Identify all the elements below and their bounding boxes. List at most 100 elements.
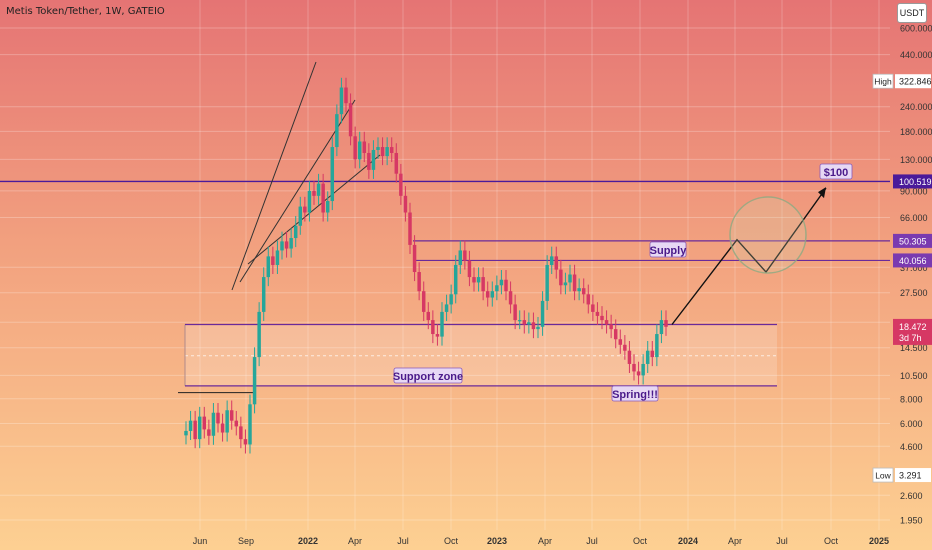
annotation-text: Supply bbox=[650, 245, 688, 257]
candle-body bbox=[426, 311, 431, 321]
time-tick-label: Jul bbox=[776, 536, 788, 546]
candle-body bbox=[499, 279, 504, 286]
candle-body bbox=[476, 277, 481, 283]
candle bbox=[193, 410, 197, 449]
candle-body bbox=[325, 201, 330, 213]
marker-value-box bbox=[895, 74, 931, 89]
price-tick-label: 66.000 bbox=[900, 213, 928, 223]
candle bbox=[344, 77, 348, 113]
candle-body bbox=[449, 294, 453, 305]
candle bbox=[659, 310, 664, 344]
candle-body bbox=[435, 334, 440, 337]
candle-body bbox=[540, 300, 545, 327]
candle bbox=[252, 347, 257, 414]
time-tick-label: Apr bbox=[728, 536, 742, 546]
candle-body bbox=[504, 279, 508, 292]
candle-body bbox=[367, 152, 371, 170]
candle-body bbox=[211, 412, 216, 436]
candle-body bbox=[307, 190, 312, 213]
price-tick-label: 4.600 bbox=[900, 442, 923, 452]
candle-body bbox=[321, 183, 325, 213]
time-tick-label: Oct bbox=[633, 536, 648, 546]
candle bbox=[655, 324, 659, 367]
price-label-level: 50.305 bbox=[893, 233, 932, 248]
candle bbox=[284, 231, 289, 258]
candle-body bbox=[362, 141, 367, 153]
time-tick-label: 2024 bbox=[678, 536, 698, 546]
candle-body bbox=[609, 324, 613, 330]
candle-body bbox=[549, 256, 554, 265]
currency-button[interactable]: USDT bbox=[897, 3, 927, 23]
candle-body bbox=[353, 136, 357, 160]
support-zone-box bbox=[185, 324, 777, 386]
level-price-box bbox=[893, 253, 932, 268]
candle bbox=[563, 272, 568, 295]
marker-value-box bbox=[895, 468, 931, 483]
candle bbox=[540, 291, 545, 336]
candle-body bbox=[280, 241, 284, 251]
time-tick-label: Oct bbox=[824, 536, 839, 546]
marker-tag bbox=[872, 467, 894, 483]
time-tick-label: Jul bbox=[397, 536, 409, 546]
candle-body bbox=[335, 114, 339, 148]
candle bbox=[476, 267, 481, 292]
candle-body bbox=[197, 416, 202, 440]
annotation-box bbox=[819, 163, 853, 180]
candle-body bbox=[389, 147, 394, 153]
price-tick-label: 240.000 bbox=[900, 102, 932, 112]
candle bbox=[408, 202, 412, 254]
candle bbox=[499, 269, 504, 295]
candle bbox=[609, 314, 613, 339]
time-axis[interactable]: Jun Sep 2022 Apr Jul Oct 2023 Apr Jul Oct 2024 Apr J… bbox=[193, 536, 889, 546]
annotation-box bbox=[649, 241, 687, 258]
candle bbox=[632, 354, 636, 381]
candle-body bbox=[330, 147, 335, 202]
price-label-high-marker: High 322.846 bbox=[872, 73, 932, 89]
target-circle bbox=[729, 196, 807, 274]
candle bbox=[481, 267, 485, 301]
candle-body bbox=[636, 371, 641, 376]
candle bbox=[298, 196, 303, 235]
price-tick-label: 2.600 bbox=[900, 491, 923, 501]
candle bbox=[458, 240, 463, 275]
candle bbox=[527, 312, 531, 334]
last-price-countdown: 3d 7h bbox=[899, 333, 922, 343]
candle-body bbox=[252, 357, 257, 405]
candle bbox=[293, 216, 298, 248]
last-price-box bbox=[893, 318, 932, 345]
candle bbox=[641, 354, 645, 385]
price-label-low-marker: Low 3.291 bbox=[872, 467, 931, 483]
annotation-box bbox=[611, 385, 659, 402]
candle-body bbox=[371, 149, 376, 170]
last-price-value: 18.472 bbox=[899, 322, 927, 332]
candle bbox=[266, 246, 271, 287]
candle bbox=[289, 228, 293, 258]
candle bbox=[353, 126, 357, 169]
candle-body bbox=[481, 277, 485, 292]
candle bbox=[549, 246, 554, 275]
candle-body bbox=[600, 315, 604, 321]
candle-body bbox=[618, 339, 623, 345]
candlestick-series bbox=[184, 77, 668, 454]
projection-arrowhead bbox=[818, 187, 826, 199]
candle bbox=[261, 267, 266, 321]
candle-body bbox=[188, 420, 193, 431]
candle bbox=[554, 246, 559, 279]
price-tick-label: 440.000 bbox=[900, 50, 932, 60]
candle-body bbox=[517, 320, 522, 322]
chart-annotations: $100 Supply Support zone Spring!!! bbox=[393, 163, 853, 402]
candle bbox=[591, 294, 595, 321]
candle-body bbox=[572, 274, 577, 292]
candle bbox=[435, 324, 440, 346]
price-tick-label: 90.000 bbox=[900, 186, 928, 196]
candle bbox=[321, 173, 325, 222]
candle-body bbox=[239, 426, 243, 440]
candle-body bbox=[623, 344, 627, 351]
candle-body bbox=[234, 420, 239, 427]
candle bbox=[431, 310, 435, 344]
candle bbox=[197, 406, 202, 449]
